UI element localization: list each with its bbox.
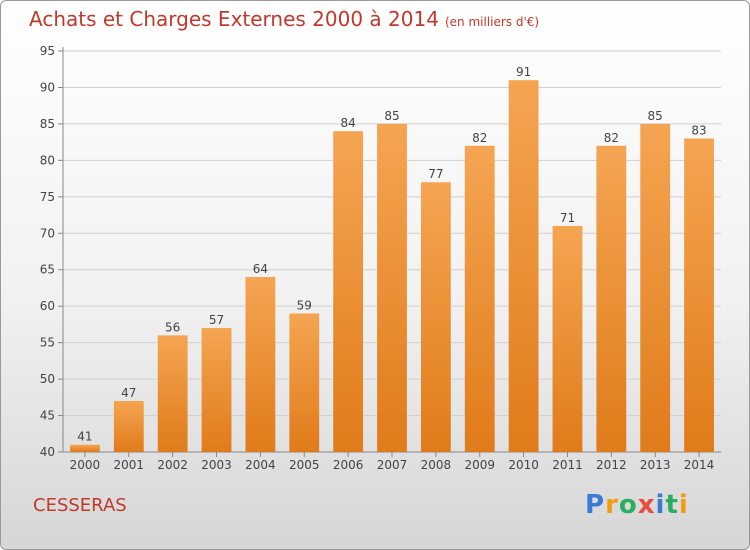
data-label: 91 [516,65,531,79]
y-tick-label: 70 [40,226,55,240]
x-tick-label: 2014 [684,458,715,472]
logo-letter: i [678,490,689,520]
data-label: 56 [165,320,180,334]
y-tick-label: 55 [40,336,55,350]
data-label: 77 [428,167,443,181]
logo-letter: o [618,490,638,520]
bar [157,335,188,452]
y-tick-label: 90 [40,80,55,94]
city-name: CESSERAS [33,495,127,516]
x-tick-label: 2010 [508,458,539,472]
x-tick-label: 2005 [289,458,320,472]
y-tick-label: 50 [40,372,55,386]
logo-letter: x [637,490,656,520]
x-tick-label: 2007 [377,458,408,472]
x-tick-label: 2009 [464,458,495,472]
data-labels: 41 47 56 57 64 59 84 85 77 82 91 71 82 85 83 [77,65,706,444]
bar [464,145,495,453]
x-tick-label: 2002 [157,458,188,472]
logo-letter: i [655,490,666,520]
data-label: 84 [340,116,355,130]
x-tick-label: 2008 [421,458,452,472]
x-tick-label: 2013 [640,458,671,472]
y-tick-label: 60 [40,299,55,313]
bar [684,138,714,452]
logo-letter: P [585,490,606,520]
x-tick-label: 2000 [70,458,101,472]
bar [70,444,100,452]
data-label: 82 [604,131,619,145]
data-label: 57 [209,313,224,327]
data-label: 85 [648,109,663,123]
proxiti-logo: Proxiti [585,490,689,520]
data-label: 82 [472,131,487,145]
x-tick-label: 2001 [114,458,145,472]
x-tick-label: 2011 [552,458,583,472]
y-tick-label: 80 [40,153,55,167]
y-tick-label: 40 [40,445,55,459]
bar [420,182,451,452]
logo-letter: t [665,490,679,520]
data-label: 71 [560,211,575,225]
y-tick-label: 65 [40,263,55,277]
x-tick-label: 2012 [596,458,627,472]
bar [113,400,144,452]
logo-letter: r [605,490,619,520]
y-tick-label: 75 [40,190,55,204]
x-tick-label: 2006 [333,458,364,472]
y-tick-label: 85 [40,117,55,131]
x-tick-label: 2003 [201,458,232,472]
bar [333,131,364,452]
data-label: 64 [253,262,268,276]
bar [508,80,539,452]
y-tick-label: 95 [40,44,55,58]
data-label: 59 [297,298,312,312]
data-label: 47 [121,386,136,400]
x-tick-label: 2004 [245,458,276,472]
bar [377,123,407,452]
chart-title: Achats et Charges Externes 2000 à 2014 (e… [29,7,539,31]
bars [70,80,714,453]
data-label: 83 [691,123,706,137]
bar [245,277,276,452]
bar [552,225,583,452]
data-label: 41 [77,430,92,444]
chart-subtitle: (en milliers d'€) [444,15,540,29]
bar [201,328,232,452]
bar [289,313,320,452]
data-label: 85 [384,109,399,123]
bar [596,145,627,453]
chart-title-text: Achats et Charges Externes 2000 à 2014 [29,7,439,31]
bar [640,123,671,452]
y-tick-label: 45 [40,409,55,423]
